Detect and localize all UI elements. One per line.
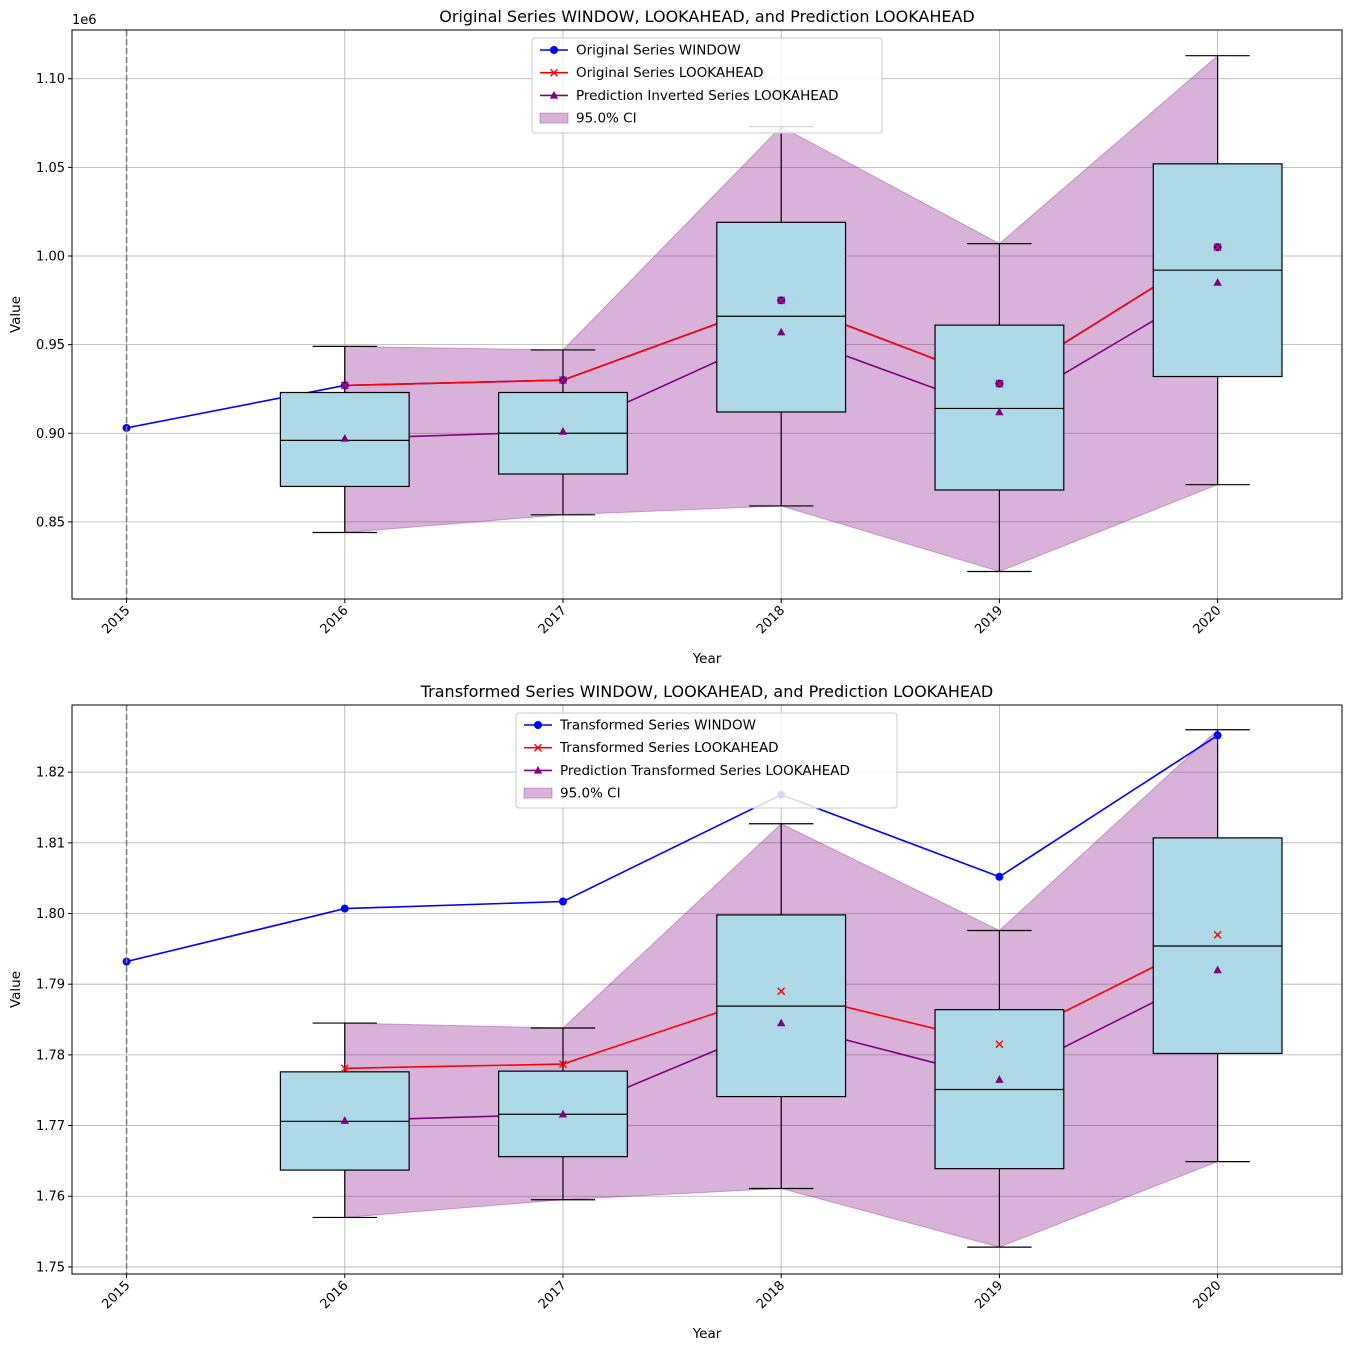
- legend-label-ci: 95.0% CI: [576, 111, 637, 127]
- x-tick-label: 2018: [754, 1278, 788, 1312]
- x-marker-stroke: [340, 1064, 349, 1073]
- x-axis-label: Year: [692, 651, 722, 667]
- legend-triangle-marker: [533, 765, 543, 774]
- x-marker: [340, 381, 349, 390]
- legend-label-3: Prediction Inverted Series LOOKAHEAD: [576, 88, 838, 104]
- y-tick-label: 1.00: [36, 250, 65, 265]
- x-marker-stroke: [777, 296, 786, 305]
- x-marker-stroke: [1213, 930, 1222, 939]
- y-tick-label: 1.05: [36, 161, 65, 176]
- legend-label-2: Transformed Series LOOKAHEAD: [559, 740, 779, 756]
- legend-x-marker: [550, 68, 558, 77]
- y-tick-label: 1.82: [36, 766, 65, 781]
- legend-frame: [515, 712, 898, 809]
- y-tick-label: 0.90: [36, 427, 65, 442]
- x-marker-stroke: [995, 379, 1004, 388]
- axes-frame: [71, 704, 1343, 1275]
- y-tick-label: 1.79: [36, 978, 65, 993]
- point-marker: [340, 904, 349, 913]
- y-tick-label: 0.85: [36, 515, 65, 530]
- x-tick-label: 2018: [754, 603, 788, 637]
- x-marker-stroke: [777, 987, 786, 996]
- legend: Transformed Series WINDOW Transformed Ser…: [515, 712, 898, 809]
- x-marker-stroke: [558, 376, 567, 385]
- axes-frame: [71, 29, 1343, 600]
- x-marker: [558, 1060, 567, 1069]
- chart-panel-1: 0.85 0.90 0.95 1.00 1.05 1.10 2015 2016 2017 2018…: [8, 7, 1343, 667]
- x-marker-stroke: [558, 1060, 567, 1069]
- x-marker: [558, 376, 567, 385]
- box-2018: [716, 221, 847, 413]
- x-tick-label: 2020: [1190, 1278, 1224, 1312]
- plot-area: [122, 54, 1283, 573]
- x-marker: [1213, 243, 1222, 252]
- point-marker: [1213, 731, 1222, 740]
- y-axis-label: Value: [8, 971, 24, 1008]
- legend-label-3: Prediction Transformed Series LOOKAHEAD: [560, 763, 850, 779]
- chart-panel-2: 1.75 1.76 1.77 1.78 1.79 1.80 1.81 1.82 2015 2016…: [8, 682, 1343, 1342]
- legend-label-1: Transformed Series WINDOW: [559, 718, 756, 734]
- y-tick-label: 1.10: [36, 72, 65, 87]
- x-tick-label: 2019: [972, 1278, 1006, 1312]
- legend-label-ci: 95.0% CI: [560, 786, 621, 802]
- y-tick-label: 1.76: [36, 1190, 65, 1205]
- legend-frame: [531, 37, 883, 134]
- legend-point-marker: [534, 721, 542, 729]
- y-tick-label: 1.75: [36, 1260, 65, 1275]
- chart-title: Original Series WINDOW, LOOKAHEAD, and P…: [439, 7, 975, 26]
- triangle-marker: [340, 1116, 349, 1124]
- axis-offset-label: 1e6: [72, 13, 97, 28]
- x-marker: [777, 296, 786, 305]
- triangle-marker: [776, 1018, 786, 1027]
- y-tick-label: 0.95: [36, 338, 65, 353]
- series-line-1: [126, 734, 1219, 963]
- triangle-marker: [995, 1075, 1004, 1083]
- x-marker: [995, 1040, 1004, 1049]
- x-marker: [340, 1064, 349, 1073]
- x-marker: [777, 987, 786, 996]
- x-marker-stroke: [340, 381, 349, 390]
- x-tick-label: 2020: [1190, 603, 1224, 637]
- x-tick-label: 2019: [972, 603, 1006, 637]
- y-axis-label: Value: [8, 296, 24, 333]
- x-tick-label: 2017: [536, 603, 570, 637]
- triangle-marker: [1213, 965, 1222, 974]
- triangle-marker: [1213, 278, 1222, 286]
- point-marker: [995, 872, 1004, 881]
- legend-point-marker: [550, 46, 558, 54]
- triangle-marker: [558, 1109, 568, 1118]
- plot-area: [122, 728, 1283, 1248]
- triangle-marker: [776, 327, 786, 336]
- legend-ci-swatch: [539, 112, 569, 124]
- point-marker: [558, 897, 567, 906]
- x-tick-label: 2017: [536, 1278, 570, 1312]
- y-tick-label: 1.81: [36, 836, 65, 851]
- x-axis-label: Year: [692, 1326, 722, 1342]
- x-marker: [995, 379, 1004, 388]
- legend-label-2: Original Series LOOKAHEAD: [576, 65, 763, 81]
- legend-x-marker: [534, 743, 542, 752]
- x-marker-stroke: [1213, 243, 1222, 252]
- y-tick-label: 1.78: [36, 1048, 65, 1063]
- y-tick-label: 1.80: [36, 907, 65, 922]
- legend: Original Series WINDOW Original Series LO…: [531, 37, 883, 134]
- triangle-marker: [558, 426, 568, 435]
- triangle-marker: [340, 434, 349, 442]
- x-marker: [1213, 930, 1222, 939]
- legend-label-1: Original Series WINDOW: [576, 43, 741, 59]
- x-tick-label: 2016: [318, 1278, 352, 1312]
- legend-ci-swatch: [523, 787, 553, 799]
- triangle-marker: [995, 407, 1004, 416]
- x-tick-label: 2015: [99, 1278, 133, 1312]
- y-tick-label: 1.77: [36, 1119, 65, 1134]
- x-tick-label: 2015: [99, 603, 133, 637]
- chart-title: Transformed Series WINDOW, LOOKAHEAD, an…: [420, 682, 994, 701]
- legend-triangle-marker: [549, 90, 559, 99]
- x-marker-stroke: [995, 1040, 1004, 1049]
- x-tick-label: 2016: [318, 603, 352, 637]
